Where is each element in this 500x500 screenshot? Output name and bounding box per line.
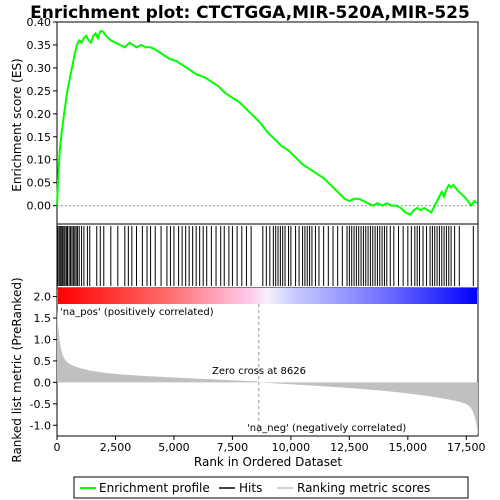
es-y-tick-label: 0.35 (27, 39, 52, 52)
zero-cross-label: Zero cross at 8626 (212, 366, 306, 377)
pos-label: 'na_pos' (positively correlated) (60, 307, 214, 318)
es-y-tick-label: 0.20 (27, 108, 52, 121)
es-y-tick-label: 0.30 (27, 62, 52, 75)
enrichment-profile-line (57, 31, 477, 215)
x-axis-label: Rank in Ordered Dataset (194, 455, 342, 469)
legend-label-enrichment: Enrichment profile (99, 481, 210, 495)
metric-y-axis-label: Ranked list metric (PreRanked) (10, 277, 24, 462)
legend-label-metric: Ranking metric scores (297, 481, 430, 495)
metric-y-tick-label: 1.5 (34, 312, 52, 325)
x-tick-label: 12,500 (330, 441, 369, 454)
es-y-axis-label: Enrichment score (ES) (10, 58, 24, 191)
es-y-tick-label: 0.05 (27, 177, 52, 190)
metric-y-tick-label: 2.0 (34, 291, 52, 304)
neg-label: 'na_neg' (negatively correlated) (247, 423, 406, 434)
x-tick-label: 5,000 (158, 441, 190, 454)
hit-marks (57, 226, 473, 286)
es-y-tick-label: 0.10 (27, 154, 52, 167)
x-tick-label: 0 (54, 441, 61, 454)
legend-label-hits: Hits (239, 481, 262, 495)
es-y-tick-label: 0.00 (27, 200, 52, 213)
x-tick-label: 10,000 (272, 441, 311, 454)
x-tick-label: 17,500 (447, 441, 486, 454)
es-y-tick-label: 0.40 (27, 16, 52, 29)
x-tick-label: 15,000 (389, 441, 428, 454)
metric-y-tick-label: 0.0 (34, 376, 52, 389)
es-panel (57, 22, 478, 224)
es-y-tick-label: 0.15 (27, 131, 52, 144)
metric-y-tick-label: 1.0 (34, 333, 52, 346)
x-axis: 0 2,500 5,000 7,500 10,000 12,500 15,000 17,500 (54, 436, 486, 454)
es-y-tick-label: 0.25 (27, 85, 52, 98)
metric-y-axis: -1.0 -0.5 0.0 0.5 1.0 1.5 2.0 (30, 291, 57, 433)
metric-y-tick-label: 0.5 (34, 355, 52, 368)
es-y-axis: 0.00 0.05 0.10 0.15 0.20 0.25 0.30 0.35 0.40 (27, 16, 58, 213)
metric-y-tick-label: -0.5 (30, 398, 51, 411)
x-tick-label: 7,500 (217, 441, 249, 454)
rank-color-bar (58, 288, 477, 304)
x-tick-label: 2,500 (100, 441, 132, 454)
chart-title: Enrichment plot: CTCTGGA,MIR-520A,MIR-52… (30, 3, 470, 23)
metric-y-tick-label: -1.0 (30, 419, 51, 432)
